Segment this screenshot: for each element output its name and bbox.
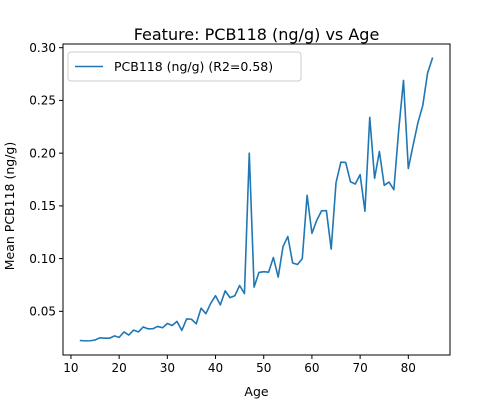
x-tick-label: 70 [352, 361, 367, 375]
y-tick-label: 0.10 [29, 252, 56, 266]
x-tick-label: 80 [401, 361, 416, 375]
y-tick-label: 0.15 [29, 199, 56, 213]
y-tick-label: 0.05 [29, 305, 56, 319]
y-tick-label: 0.30 [29, 41, 56, 55]
x-tick-label: 30 [160, 361, 175, 375]
x-axis-label: Age [244, 384, 268, 399]
chart-title: Feature: PCB118 (ng/g) vs Age [134, 25, 380, 44]
y-tick-label: 0.20 [29, 146, 56, 160]
plot-frame [62, 43, 451, 356]
legend-label: PCB118 (ng/g) (R2=0.58) [114, 59, 273, 74]
ticks-layer: 10 20 30 40 50 60 70 80 0.05 0.10 0.15 0.20 0.25 0.30 [29, 41, 416, 375]
x-tick-label: 40 [208, 361, 223, 375]
legend-box [67, 51, 302, 82]
legend: PCB118 (ng/g) (R2=0.58) [67, 51, 302, 82]
x-tick-label: 50 [256, 361, 271, 375]
y-axis-label: Mean PCB118 (ng/g) [2, 142, 17, 270]
x-tick-label: 10 [63, 361, 78, 375]
y-tick-label: 0.25 [29, 94, 56, 108]
series-layer [79, 57, 434, 342]
series-line-0 [79, 57, 434, 342]
x-tick-label: 20 [112, 361, 127, 375]
x-tick-label: 60 [304, 361, 319, 375]
